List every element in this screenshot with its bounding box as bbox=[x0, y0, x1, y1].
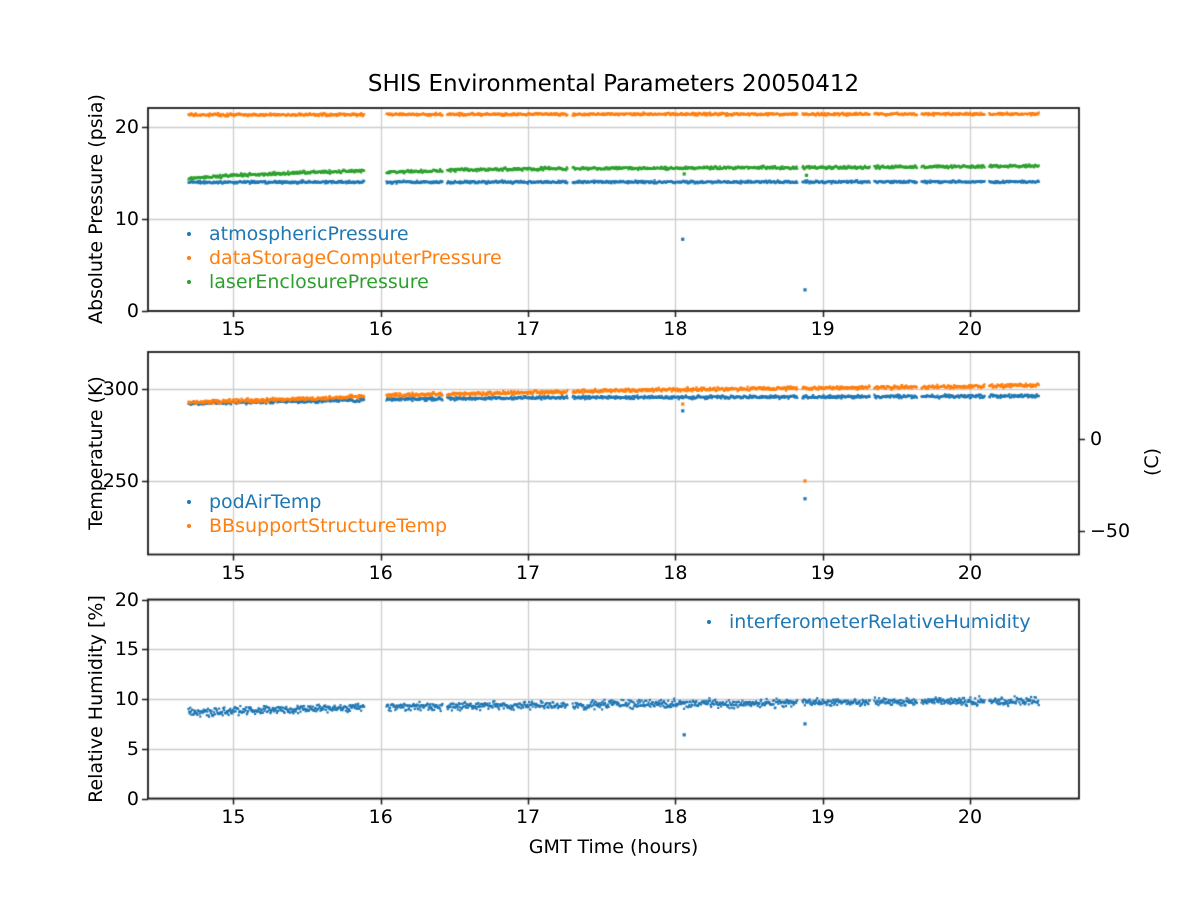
legend-temperature: podAirTemp BBsupportStructureTemp bbox=[187, 490, 447, 538]
legend-label: atmosphericPressure bbox=[209, 223, 409, 245]
x-tick-label: 20 bbox=[957, 805, 983, 828]
legend-item: BBsupportStructureTemp bbox=[187, 514, 447, 538]
x-tick-label: 15 bbox=[221, 561, 246, 584]
right-y-tick-label: −50 bbox=[1090, 519, 1131, 542]
legend-label: BBsupportStructureTemp bbox=[209, 515, 448, 537]
legend-item: podAirTemp bbox=[187, 490, 447, 514]
x-tick-label: 15 bbox=[221, 805, 246, 828]
legend-pressure: atmosphericPressure dataStorageComputerP… bbox=[187, 222, 502, 294]
x-tick-label: 20 bbox=[957, 561, 983, 584]
y-tick-label: 20 bbox=[114, 116, 139, 139]
x-tick-label: 19 bbox=[810, 318, 835, 340]
legend-marker-icon bbox=[187, 280, 191, 284]
x-tick-label: 16 bbox=[368, 805, 393, 828]
legend-item: atmosphericPressure bbox=[187, 222, 502, 246]
legend-marker-icon bbox=[707, 620, 711, 624]
y-tick-label: 10 bbox=[114, 688, 139, 710]
legend-label: laserEnclosurePressure bbox=[209, 271, 429, 293]
y-tick-label: 250 bbox=[102, 470, 139, 493]
legend-marker-icon bbox=[187, 500, 191, 504]
x-tick-label: 18 bbox=[663, 805, 688, 828]
y-tick-label: 5 bbox=[126, 737, 139, 760]
x-axis-label: GMT Time (hours) bbox=[528, 836, 699, 858]
legend-item: interferometerRelativeHumidity bbox=[707, 610, 1031, 634]
y-tick-label: 15 bbox=[114, 638, 139, 661]
legend-item: laserEnclosurePressure bbox=[187, 270, 502, 294]
x-tick-label: 19 bbox=[810, 805, 835, 828]
legend-marker-icon bbox=[187, 232, 191, 236]
x-tick-label: 17 bbox=[515, 561, 541, 584]
right-y-tick-label: 0 bbox=[1090, 427, 1103, 450]
legend-marker-icon bbox=[187, 256, 191, 260]
y-tick-label: 300 bbox=[102, 378, 139, 401]
x-tick-label: 19 bbox=[810, 561, 835, 584]
x-tick-label: 17 bbox=[515, 805, 541, 828]
legend-item: dataStorageComputerPressure bbox=[187, 246, 502, 270]
x-tick-label: 18 bbox=[663, 561, 688, 584]
legend-label: podAirTemp bbox=[209, 491, 322, 513]
legend-label: interferometerRelativeHumidity bbox=[729, 611, 1031, 633]
y-tick-label: 20 bbox=[114, 588, 139, 611]
x-tick-label: 15 bbox=[221, 318, 246, 340]
y-tick-label: 0 bbox=[126, 300, 139, 322]
y-axis-label-celsius: (C) bbox=[1141, 447, 1163, 477]
x-tick-label: 16 bbox=[368, 561, 393, 584]
chart-title: SHIS Environmental Parameters 20050412 bbox=[367, 71, 860, 97]
x-tick-label: 18 bbox=[663, 318, 688, 340]
x-tick-label: 20 bbox=[957, 318, 983, 340]
legend-label: dataStorageComputerPressure bbox=[209, 247, 502, 269]
y-tick-label: 0 bbox=[126, 787, 139, 810]
legend-humidity: interferometerRelativeHumidity bbox=[707, 610, 1031, 634]
legend-marker-icon bbox=[187, 524, 191, 528]
y-tick-label: 10 bbox=[114, 208, 139, 231]
x-tick-label: 16 bbox=[368, 318, 393, 340]
x-tick-label: 17 bbox=[515, 318, 541, 340]
